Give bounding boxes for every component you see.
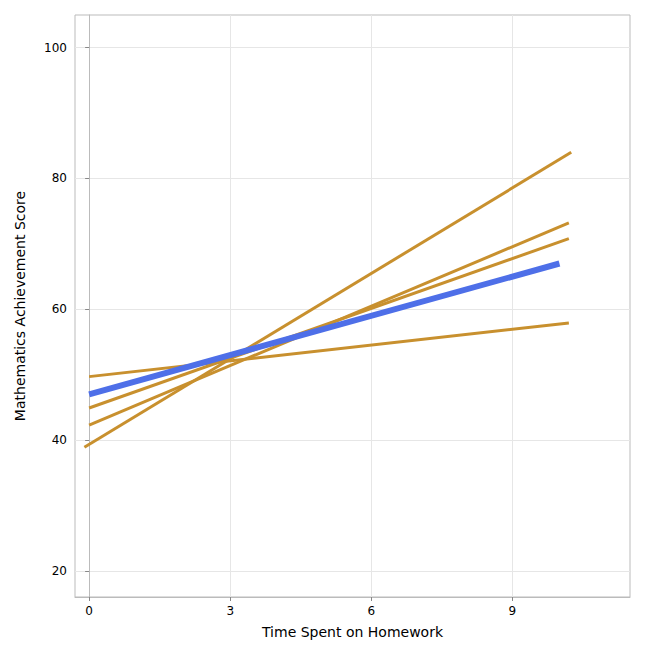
svg-text:3: 3 [226, 604, 234, 618]
svg-text:40: 40 [52, 433, 67, 447]
svg-text:0: 0 [85, 604, 93, 618]
svg-text:60: 60 [52, 302, 67, 316]
svg-text:Mathematics Achievement Score: Mathematics Achievement Score [12, 191, 28, 421]
svg-text:20: 20 [52, 564, 67, 578]
svg-text:6: 6 [367, 604, 375, 618]
svg-text:80: 80 [52, 171, 67, 185]
svg-text:100: 100 [44, 41, 67, 55]
svg-text:Time Spent on Homework: Time Spent on Homework [261, 624, 444, 640]
svg-text:9: 9 [509, 604, 517, 618]
